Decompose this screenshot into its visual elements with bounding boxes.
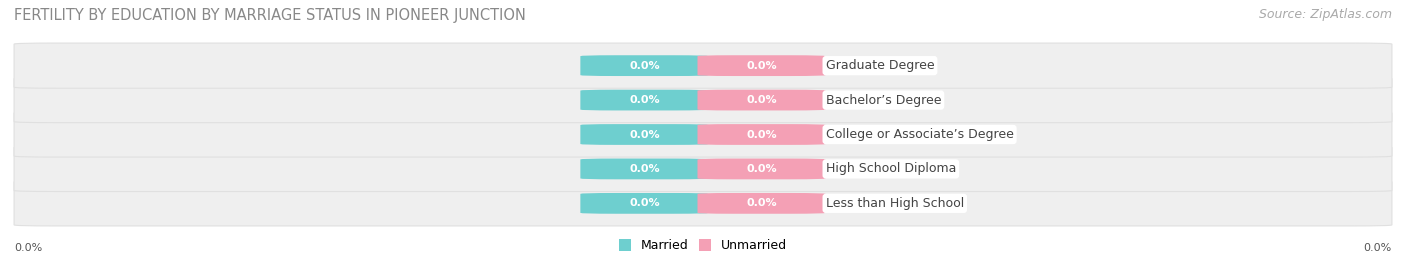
Text: High School Diploma: High School Diploma	[825, 162, 956, 175]
FancyBboxPatch shape	[581, 90, 709, 111]
Text: Source: ZipAtlas.com: Source: ZipAtlas.com	[1258, 8, 1392, 21]
Text: Less than High School: Less than High School	[825, 197, 965, 210]
Legend: Married, Unmarried: Married, Unmarried	[619, 239, 787, 252]
Text: Bachelor’s Degree: Bachelor’s Degree	[825, 94, 941, 107]
Text: 0.0%: 0.0%	[628, 129, 659, 140]
FancyBboxPatch shape	[14, 77, 1392, 123]
Text: 0.0%: 0.0%	[747, 61, 778, 71]
Text: 0.0%: 0.0%	[747, 164, 778, 174]
Text: Graduate Degree: Graduate Degree	[825, 59, 934, 72]
FancyBboxPatch shape	[697, 90, 825, 111]
FancyBboxPatch shape	[697, 158, 825, 179]
FancyBboxPatch shape	[14, 146, 1392, 192]
Text: FERTILITY BY EDUCATION BY MARRIAGE STATUS IN PIONEER JUNCTION: FERTILITY BY EDUCATION BY MARRIAGE STATU…	[14, 8, 526, 23]
Text: 0.0%: 0.0%	[628, 61, 659, 71]
Text: 0.0%: 0.0%	[628, 95, 659, 105]
Text: 0.0%: 0.0%	[747, 95, 778, 105]
Text: College or Associate’s Degree: College or Associate’s Degree	[825, 128, 1014, 141]
FancyBboxPatch shape	[697, 55, 825, 76]
Text: 0.0%: 0.0%	[747, 129, 778, 140]
Text: 0.0%: 0.0%	[628, 164, 659, 174]
FancyBboxPatch shape	[581, 55, 709, 76]
Text: 0.0%: 0.0%	[14, 243, 42, 253]
Text: 0.0%: 0.0%	[1364, 243, 1392, 253]
FancyBboxPatch shape	[697, 193, 825, 214]
FancyBboxPatch shape	[14, 112, 1392, 157]
FancyBboxPatch shape	[581, 158, 709, 179]
FancyBboxPatch shape	[581, 124, 709, 145]
FancyBboxPatch shape	[581, 193, 709, 214]
FancyBboxPatch shape	[14, 181, 1392, 226]
Text: 0.0%: 0.0%	[747, 198, 778, 208]
Text: 0.0%: 0.0%	[628, 198, 659, 208]
FancyBboxPatch shape	[697, 124, 825, 145]
FancyBboxPatch shape	[14, 43, 1392, 88]
